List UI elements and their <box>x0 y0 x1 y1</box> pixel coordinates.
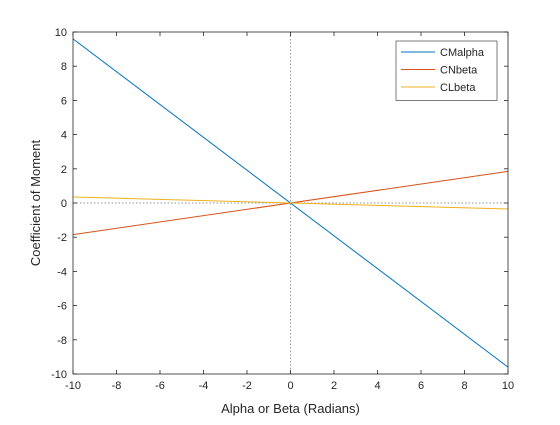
x-tick-label: 2 <box>331 380 337 392</box>
y-tick-label: 2 <box>61 164 67 176</box>
y-tick-label: -10 <box>51 369 67 381</box>
legend-box <box>395 40 498 101</box>
series-lines <box>72 38 509 368</box>
x-tick-label: -8 <box>112 380 122 392</box>
x-tick-label: -2 <box>242 380 252 392</box>
x-tick-label: 10 <box>502 380 514 392</box>
y-axis-label: Coefficient of Moment <box>28 140 43 267</box>
y-tick-label: -2 <box>57 232 67 244</box>
x-tick-label: 4 <box>374 380 380 392</box>
series-line-clbeta <box>72 196 509 210</box>
y-tick-label: 0 <box>61 198 67 210</box>
legend-label-cnbeta: CNbeta <box>440 65 478 77</box>
legend-label-cmalpha: CMalpha <box>440 47 485 59</box>
x-axis-label: Alpha or Beta (Radians) <box>221 401 360 416</box>
y-tick-label: -6 <box>57 301 67 313</box>
x-tick-label: 0 <box>287 380 293 392</box>
x-tick-label: -10 <box>65 380 81 392</box>
y-tick-label: 10 <box>55 27 67 39</box>
y-tick-label: 8 <box>61 61 67 73</box>
x-tick-label: -4 <box>199 380 209 392</box>
legend-label-clbeta: CLbeta <box>440 82 476 94</box>
y-tick-label: 6 <box>61 95 67 107</box>
y-tick-label: 4 <box>61 130 67 142</box>
x-tick-label: -6 <box>155 380 165 392</box>
x-tick-label: 6 <box>418 380 424 392</box>
y-tick-label: -4 <box>57 266 67 278</box>
x-tick-label: 8 <box>461 380 467 392</box>
legend: CMalpha CNbeta CLbeta <box>395 40 498 101</box>
tick-marks: -10 -8 -6 -4 -2 0 2 4 6 8 10 -10 -8 -6 -4 -2 0 2 4 6 8 10 <box>51 27 514 392</box>
y-tick-label: -8 <box>57 335 67 347</box>
